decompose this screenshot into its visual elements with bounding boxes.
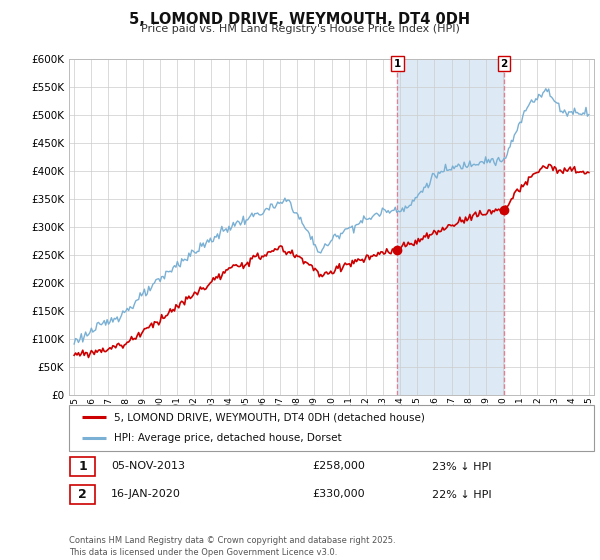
Text: 5, LOMOND DRIVE, WEYMOUTH, DT4 0DH (detached house): 5, LOMOND DRIVE, WEYMOUTH, DT4 0DH (deta… bbox=[113, 412, 425, 422]
Text: 5, LOMOND DRIVE, WEYMOUTH, DT4 0DH: 5, LOMOND DRIVE, WEYMOUTH, DT4 0DH bbox=[130, 12, 470, 27]
FancyBboxPatch shape bbox=[70, 485, 95, 504]
Text: 16-JAN-2020: 16-JAN-2020 bbox=[111, 489, 181, 500]
Text: 05-NOV-2013: 05-NOV-2013 bbox=[111, 461, 185, 472]
Text: 1: 1 bbox=[78, 460, 87, 473]
Text: 22% ↓ HPI: 22% ↓ HPI bbox=[432, 489, 491, 500]
Text: 2: 2 bbox=[500, 59, 508, 69]
Text: HPI: Average price, detached house, Dorset: HPI: Average price, detached house, Dors… bbox=[113, 433, 341, 444]
Text: £258,000: £258,000 bbox=[312, 461, 365, 472]
Text: 2: 2 bbox=[78, 488, 87, 501]
FancyBboxPatch shape bbox=[70, 457, 95, 476]
Bar bbox=[397, 59, 504, 395]
Text: 1: 1 bbox=[394, 59, 401, 69]
Text: 23% ↓ HPI: 23% ↓ HPI bbox=[432, 461, 491, 472]
FancyBboxPatch shape bbox=[69, 405, 594, 451]
Text: Contains HM Land Registry data © Crown copyright and database right 2025.
This d: Contains HM Land Registry data © Crown c… bbox=[69, 536, 395, 557]
Text: £330,000: £330,000 bbox=[312, 489, 365, 500]
Text: Price paid vs. HM Land Registry's House Price Index (HPI): Price paid vs. HM Land Registry's House … bbox=[140, 24, 460, 34]
